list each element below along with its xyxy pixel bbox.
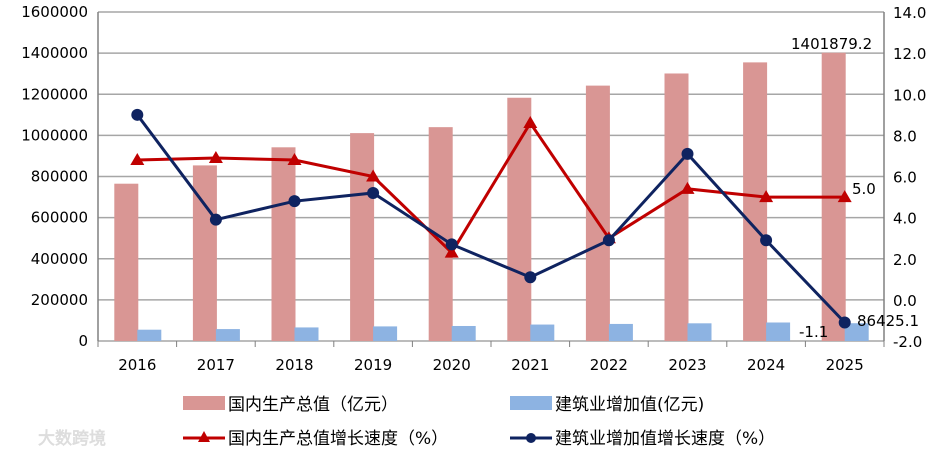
legend-label-construction: 建筑业增加值(亿元) bbox=[555, 395, 704, 415]
bar-construction bbox=[215, 329, 240, 341]
marker-construction-growth bbox=[288, 195, 301, 208]
data-label-gdp-2025: 1401879.2 bbox=[791, 35, 872, 53]
y-right-tick-label: 14.0 bbox=[893, 4, 926, 22]
marker-construction-growth bbox=[445, 238, 458, 251]
y-right-tick-label: 0.0 bbox=[893, 292, 917, 310]
marker-gdp-growth bbox=[837, 190, 852, 203]
marker-gdp-growth bbox=[287, 153, 302, 166]
x-tick-label: 2021 bbox=[511, 356, 549, 374]
marker-construction-growth bbox=[209, 213, 222, 226]
bar-gdp bbox=[350, 133, 375, 341]
x-tick-label: 2019 bbox=[354, 356, 392, 374]
bar-construction bbox=[530, 324, 555, 341]
y-right-tick-label: 10.0 bbox=[893, 86, 926, 104]
y-left-tick-label: 800000 bbox=[31, 168, 88, 186]
bar-construction bbox=[766, 322, 791, 341]
y-right-tick-label: -2.0 bbox=[893, 333, 922, 351]
legend-circle-icon bbox=[526, 433, 536, 443]
marker-gdp-growth bbox=[523, 116, 538, 129]
legend-triangle-icon bbox=[198, 431, 210, 442]
marker-gdp-growth bbox=[680, 181, 695, 194]
marker-construction-growth bbox=[838, 316, 851, 329]
x-tick-label: 2017 bbox=[197, 356, 235, 374]
x-tick-label: 2018 bbox=[275, 356, 313, 374]
marker-construction-growth bbox=[524, 271, 537, 284]
marker-construction-growth bbox=[681, 147, 694, 160]
marker-gdp-growth bbox=[759, 190, 774, 203]
legend-label-gdp: 国内生产总值（亿元） bbox=[228, 395, 398, 415]
bar-gdp bbox=[507, 97, 532, 341]
bar-construction bbox=[608, 323, 633, 341]
y-right-tick-label: 12.0 bbox=[893, 45, 926, 63]
y-left-tick-label: 1600000 bbox=[21, 3, 88, 21]
y-left-tick-label: 0 bbox=[78, 332, 88, 350]
bar-gdp bbox=[114, 183, 139, 341]
y-left-tick-label: 200000 bbox=[31, 291, 88, 309]
marker-gdp-growth bbox=[366, 169, 381, 182]
x-tick-label: 2024 bbox=[747, 356, 785, 374]
y-left-tick-label: 600000 bbox=[31, 209, 88, 227]
bar-gdp bbox=[664, 73, 689, 341]
bar-construction bbox=[844, 323, 869, 341]
data-label-construction-2025: 86425.1 bbox=[857, 312, 919, 330]
legend: 国内生产总值（亿元） 建筑业增加值(亿元) 国内生产总值增长速度（%） 建筑业增… bbox=[183, 395, 775, 449]
line-gdp-growth bbox=[137, 120, 845, 255]
legend-label-gdp-growth: 国内生产总值增长速度（%） bbox=[228, 429, 448, 449]
bar-construction bbox=[373, 326, 398, 341]
marker-gdp-growth bbox=[444, 245, 459, 258]
x-tick-label: 2025 bbox=[826, 356, 864, 374]
y-right-tick-label: 4.0 bbox=[893, 210, 917, 228]
legend-label-construction-growth: 建筑业增加值增长速度（%） bbox=[555, 429, 775, 449]
bar-construction bbox=[137, 329, 162, 341]
y-right-tick-label: 8.0 bbox=[893, 127, 917, 145]
bar-gdp bbox=[585, 85, 610, 342]
legend-swatch-gdp bbox=[183, 396, 225, 410]
bar-construction bbox=[294, 327, 319, 341]
marker-construction-growth bbox=[602, 234, 615, 247]
y-left-tick-label: 1200000 bbox=[21, 85, 88, 103]
x-tick-label: 2023 bbox=[668, 356, 706, 374]
line-construction-growth bbox=[136, 113, 846, 324]
marker-construction-growth bbox=[367, 186, 380, 199]
y-left-tick-label: 400000 bbox=[31, 250, 88, 268]
legend-swatch-construction bbox=[510, 396, 552, 410]
x-tick-label: 2016 bbox=[118, 356, 156, 374]
x-tick-label: 2022 bbox=[590, 356, 628, 374]
marker-gdp-growth bbox=[130, 153, 145, 166]
bar-construction bbox=[451, 325, 476, 341]
marker-construction-growth bbox=[131, 108, 144, 121]
y-right-tick-label: 2.0 bbox=[893, 251, 917, 269]
y-right-tick-label: 6.0 bbox=[893, 169, 917, 187]
bar-gdp bbox=[271, 147, 296, 341]
watermark: 大数跨境 bbox=[38, 428, 106, 449]
marker-construction-growth bbox=[760, 234, 773, 247]
data-label-gdp-growth-2025: 5.0 bbox=[852, 180, 876, 198]
data-label-construction-growth-2025: -1.1 bbox=[799, 323, 828, 341]
marker-gdp-growth bbox=[208, 150, 223, 163]
y-left-tick-label: 1400000 bbox=[21, 44, 88, 62]
x-tick-label: 2020 bbox=[433, 356, 471, 374]
y-left-tick-label: 1000000 bbox=[21, 126, 88, 144]
bar-construction bbox=[687, 323, 712, 341]
